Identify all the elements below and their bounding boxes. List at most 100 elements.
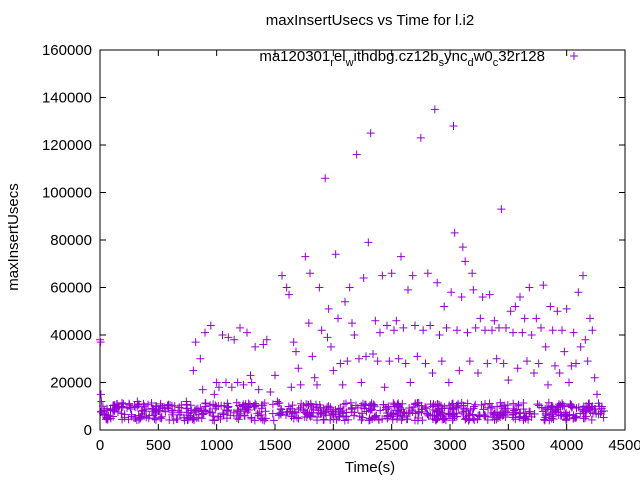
data-point [304, 319, 313, 328]
y-tick-label: 160000 [42, 42, 92, 59]
data-point-band [454, 403, 463, 412]
legend-label-part: s [439, 57, 445, 69]
data-point [218, 331, 227, 339]
data-point-band [449, 404, 458, 413]
data-point [364, 238, 373, 247]
data-point-band [519, 399, 528, 408]
data-point [262, 335, 271, 344]
data-point-band [241, 400, 250, 409]
data-point-band [283, 407, 292, 416]
data-point [126, 403, 135, 412]
data-point [98, 402, 107, 411]
data-point-band [261, 407, 270, 416]
data-point [96, 338, 105, 347]
data-point-band [516, 408, 525, 417]
data-point-band [157, 412, 166, 421]
data-point [327, 342, 335, 351]
data-point [189, 366, 198, 375]
data-point [534, 359, 543, 368]
data-point [323, 333, 332, 342]
data-point [390, 326, 398, 335]
data-point [428, 369, 437, 377]
data-point-band [594, 410, 603, 419]
data-point [246, 371, 255, 380]
data-point [239, 380, 248, 389]
data-point-band [404, 409, 413, 418]
data-point-band [341, 399, 350, 408]
data-point-band [444, 410, 453, 419]
data-point [583, 357, 592, 366]
data-point [457, 293, 466, 301]
data-point-band [579, 402, 588, 411]
data-point-band [322, 411, 331, 420]
data-point-band [152, 405, 161, 414]
data-point-band [469, 414, 478, 423]
data-point-band [366, 406, 375, 415]
data-point [230, 335, 239, 344]
data-point-band [177, 408, 186, 417]
data-point-band [234, 407, 243, 416]
data-point [411, 321, 419, 330]
data-point [336, 359, 345, 368]
data-point-band [191, 407, 200, 416]
data-point-band [253, 409, 262, 418]
data-point-band [137, 407, 146, 416]
data-point [541, 342, 550, 351]
legend-label-part: w0 [473, 48, 493, 65]
data-point-band [542, 411, 551, 420]
data-point-band [331, 410, 340, 419]
data-point-band [208, 408, 217, 417]
data-point-band [165, 415, 174, 424]
y-tick-label: 60000 [50, 280, 92, 297]
data-point [509, 328, 517, 337]
data-point [224, 333, 233, 342]
data-point-band [429, 405, 438, 414]
data-point [324, 304, 333, 313]
data-point-band [357, 415, 366, 424]
data-point-band [182, 404, 191, 413]
data-point [215, 383, 223, 392]
data-point [576, 342, 585, 351]
data-point-band [514, 400, 523, 409]
data-point-band [342, 412, 351, 421]
data-point-band [234, 415, 243, 424]
data-point-band [414, 414, 423, 423]
data-point [474, 369, 482, 377]
data-point-band [110, 407, 119, 416]
data-point [392, 316, 401, 325]
data-point-band [350, 408, 359, 417]
data-point [558, 326, 566, 335]
data-points [96, 105, 608, 425]
data-point-band [393, 402, 402, 411]
legend-label-part: r [330, 57, 334, 69]
data-point [212, 378, 221, 387]
data-point [331, 250, 340, 259]
data-point [572, 359, 580, 368]
data-point [408, 271, 417, 280]
data-point-band [515, 409, 524, 418]
data-point [532, 314, 541, 323]
data-point-band [519, 414, 528, 423]
data-point [348, 319, 356, 328]
data-point-band [566, 401, 575, 410]
data-point-band [361, 400, 370, 409]
data-point [343, 357, 352, 366]
data-point-band [459, 404, 468, 413]
data-point-band [540, 415, 549, 424]
data-point-band [509, 410, 518, 419]
data-point-band [106, 405, 115, 414]
data-point-band [246, 402, 255, 411]
data-point [313, 380, 321, 389]
data-point [490, 316, 499, 325]
data-point-band [258, 415, 267, 424]
data-point [355, 354, 363, 363]
x-tick-label: 2500 [375, 437, 408, 454]
x-tick-label: 4000 [550, 437, 583, 454]
data-point-band [313, 413, 322, 422]
x-tick-label: 1500 [258, 437, 291, 454]
data-point-band [509, 399, 518, 408]
data-point [166, 401, 174, 410]
data-point-band [481, 399, 490, 408]
data-point [362, 352, 370, 361]
